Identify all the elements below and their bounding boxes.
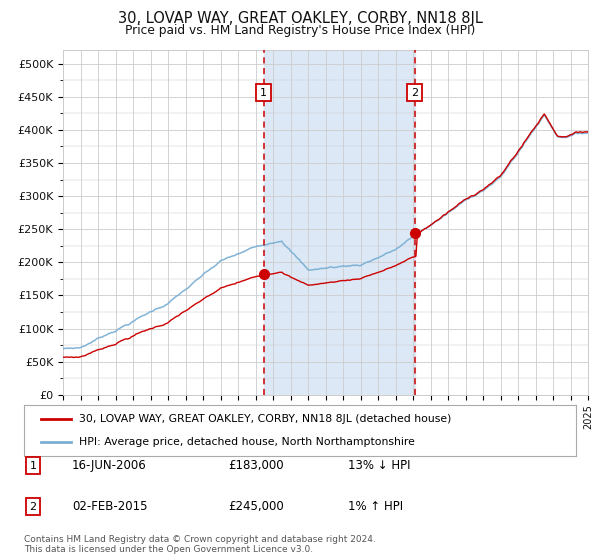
Text: Contains HM Land Registry data © Crown copyright and database right 2024.: Contains HM Land Registry data © Crown c… (24, 535, 376, 544)
Text: 2: 2 (29, 502, 37, 512)
Text: 13% ↓ HPI: 13% ↓ HPI (348, 459, 410, 473)
Bar (263, 50, 415, 395)
Text: This data is licensed under the Open Government Licence v3.0.: This data is licensed under the Open Gov… (24, 545, 313, 554)
Text: 16-JUN-2006: 16-JUN-2006 (72, 459, 147, 473)
Text: HPI: Average price, detached house, North Northamptonshire: HPI: Average price, detached house, Nort… (79, 437, 415, 447)
Text: 1: 1 (29, 461, 37, 471)
Text: 02-FEB-2015: 02-FEB-2015 (72, 500, 148, 514)
Text: 30, LOVAP WAY, GREAT OAKLEY, CORBY, NN18 8JL: 30, LOVAP WAY, GREAT OAKLEY, CORBY, NN18… (118, 11, 482, 26)
Text: Price paid vs. HM Land Registry's House Price Index (HPI): Price paid vs. HM Land Registry's House … (125, 24, 475, 36)
Text: £183,000: £183,000 (228, 459, 284, 473)
Text: 2: 2 (411, 88, 418, 98)
Text: 30, LOVAP WAY, GREAT OAKLEY, CORBY, NN18 8JL (detached house): 30, LOVAP WAY, GREAT OAKLEY, CORBY, NN18… (79, 414, 452, 424)
Text: 1: 1 (260, 88, 267, 98)
Text: £245,000: £245,000 (228, 500, 284, 514)
Text: 1% ↑ HPI: 1% ↑ HPI (348, 500, 403, 514)
